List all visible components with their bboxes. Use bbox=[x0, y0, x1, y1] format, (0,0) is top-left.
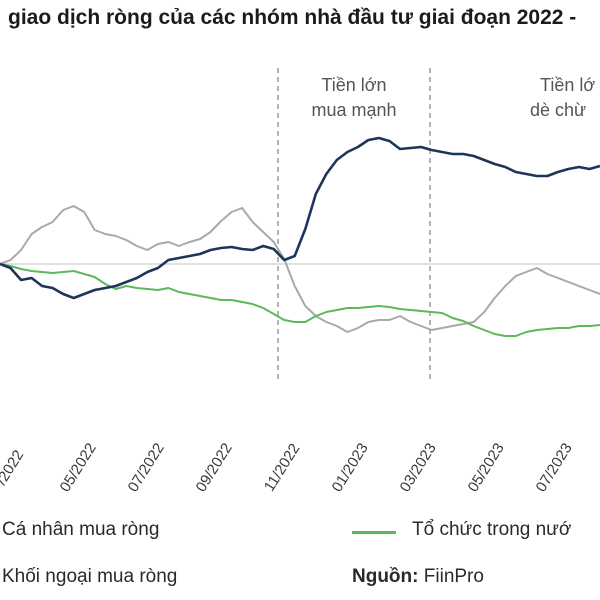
x-tick-labels: /2022 05/2022 07/2022 09/2022 11/2022 01/2023… bbox=[0, 440, 576, 495]
x-tick-label: 09/2022 bbox=[193, 440, 236, 495]
source-note: Nguồn: FiinPro bbox=[352, 566, 484, 588]
x-tick-label: 07/2022 bbox=[125, 440, 168, 495]
annotation-2-line-1: Tiền lớ bbox=[540, 75, 595, 95]
x-tick-label: 03/2023 bbox=[397, 440, 440, 495]
legend-item-to-chuc: Tổ chức trong nướ bbox=[412, 519, 572, 540]
chart-title: giao dịch ròng của các nhóm nhà đầu tư g… bbox=[8, 6, 577, 29]
legend-item-khoi-ngoai: Khối ngoại mua ròng bbox=[2, 566, 178, 587]
x-tick-label: 05/2023 bbox=[465, 440, 508, 495]
source-name: FiinPro bbox=[423, 566, 484, 587]
x-tick-label: 07/2023 bbox=[533, 440, 576, 495]
legend-item-ca-nhan: Cá nhân mua ròng bbox=[2, 519, 160, 540]
x-tick-label: 01/2023 bbox=[329, 440, 372, 495]
annotation-1-line-1: Tiền lớn bbox=[321, 75, 386, 95]
annotation-1-line-2: mua mạnh bbox=[311, 100, 396, 120]
series-layer bbox=[0, 136, 600, 337]
annotation-2-line-2: dè chừ bbox=[530, 100, 586, 120]
x-tick-label: /2022 bbox=[0, 447, 27, 488]
legend-swatch-to-chuc bbox=[352, 531, 396, 534]
x-tick-label: 05/2022 bbox=[57, 440, 100, 495]
x-tick-label: 11/2022 bbox=[261, 441, 304, 495]
series-line-2 bbox=[0, 205, 600, 333]
source-prefix: Nguồn: bbox=[352, 566, 419, 587]
series-line-0 bbox=[0, 136, 600, 300]
series-line-1 bbox=[0, 263, 600, 337]
